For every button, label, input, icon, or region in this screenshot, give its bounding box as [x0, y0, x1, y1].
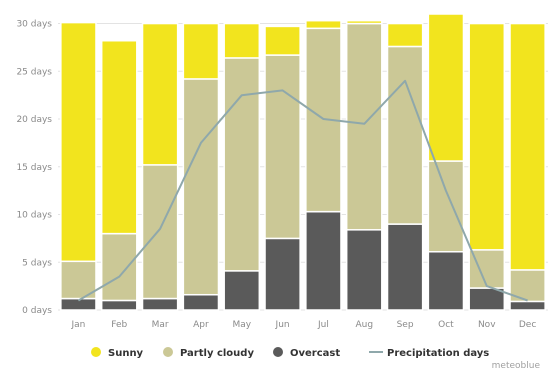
y-tick-label: 30 days [16, 20, 52, 30]
bar-sunny [305, 19, 342, 30]
x-tick-label: Jan [70, 320, 85, 330]
x-tick-label: Feb [111, 320, 127, 330]
bar-overcast [386, 223, 424, 311]
bar-sunny [141, 22, 179, 166]
bar-sunny [182, 22, 220, 80]
x-tick-label: May [232, 320, 251, 330]
y-tick-label: 0 days [22, 306, 52, 316]
legend-marker [163, 347, 173, 357]
bar-partly-cloudy [223, 57, 261, 272]
legend-label: Precipitation days [387, 348, 489, 359]
bar-overcast [100, 299, 138, 311]
bar-partly-cloudy [141, 164, 179, 300]
bar-overcast [427, 251, 465, 311]
legend-label: Overcast [290, 348, 340, 359]
x-tick-label: Jun [275, 320, 290, 330]
legend-marker [273, 347, 283, 357]
bar-sunny [223, 22, 261, 59]
bar-sunny [509, 22, 546, 271]
bar-sunny [60, 21, 97, 263]
legend-marker [91, 347, 101, 357]
bar-sunny [345, 19, 383, 25]
bar-sunny [264, 25, 301, 56]
bar-partly-cloudy [100, 232, 138, 302]
bar-overcast [345, 229, 383, 311]
bar-overcast [305, 210, 342, 311]
bar-partly-cloudy [386, 45, 424, 225]
x-tick-label: Oct [438, 320, 454, 330]
y-tick-label: 20 days [16, 115, 52, 125]
bar-partly-cloudy [427, 160, 465, 253]
x-axis-ticks: Jan Feb Mar Apr May Jun Jul Aug Sep Oct Nov Dec [70, 320, 536, 330]
chart-credit: meteoblue [492, 361, 541, 371]
bar-overcast [264, 237, 301, 311]
y-tick-label: 25 days [16, 67, 52, 77]
precipitation-days-line [77, 79, 528, 302]
x-tick-label: Mar [152, 320, 169, 330]
precipitation-line-layer [77, 79, 528, 302]
grid-lines [58, 23, 548, 311]
y-tick-label: 5 days [22, 258, 52, 268]
x-tick-label: Sep [397, 320, 414, 330]
x-tick-label: Jul [317, 320, 329, 330]
y-tick-label: 10 days [16, 211, 52, 221]
bar-sunny [468, 22, 506, 251]
x-tick-label: Aug [355, 320, 373, 330]
x-tick-label: Dec [519, 320, 536, 330]
bar-partly-cloudy [264, 54, 301, 240]
x-tick-label: Apr [193, 320, 209, 330]
bar-overcast [141, 297, 179, 311]
bar-overcast [182, 293, 220, 311]
bar-overcast [223, 270, 261, 311]
legend: Sunny Partly cloudy Overcast Precipitation … [91, 347, 489, 359]
legend-label: Sunny [108, 348, 144, 359]
y-tick-label: 15 days [16, 163, 52, 173]
legend-label: Partly cloudy [180, 348, 254, 359]
bar-sunny [386, 22, 424, 48]
bar-overcast [509, 300, 546, 311]
x-tick-label: Nov [478, 320, 496, 330]
bar-partly-cloudy [182, 78, 220, 296]
y-axis-ticks: 0 days 5 days 10 days 15 days 20 days 25 days… [16, 20, 52, 316]
bar-sunny [100, 39, 138, 235]
bars [60, 13, 546, 311]
bar-partly-cloudy [345, 22, 383, 231]
bar-sunny [427, 13, 465, 162]
